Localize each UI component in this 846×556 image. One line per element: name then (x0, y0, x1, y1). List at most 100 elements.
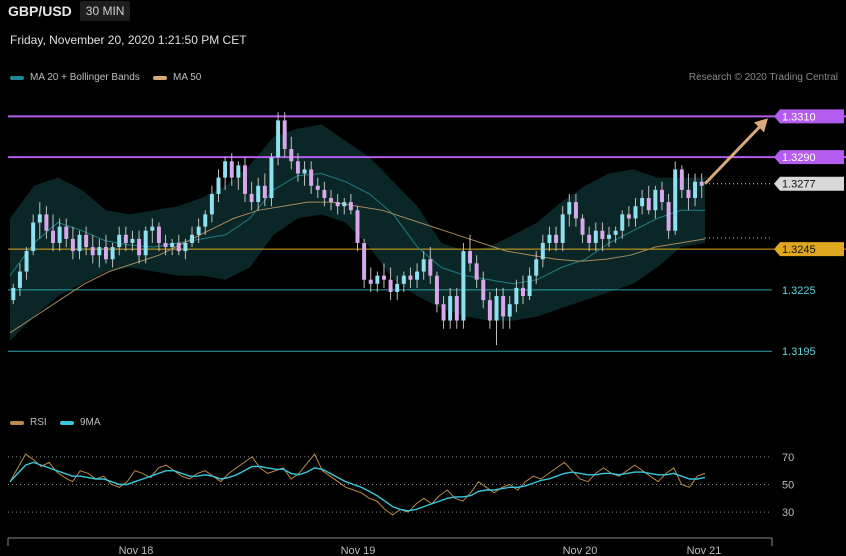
candle (163, 234, 168, 256)
candle (646, 185, 651, 215)
candle-body (514, 287, 519, 305)
candle (560, 206, 565, 252)
symbol-label: GBP/USD (8, 3, 72, 19)
candle-body (163, 242, 168, 248)
candle-body (295, 161, 300, 174)
candle-body (547, 234, 552, 243)
candle-body (282, 120, 287, 150)
candle (64, 218, 69, 248)
candle (276, 112, 281, 166)
candle (666, 193, 671, 239)
rsi-9ma-line (9, 461, 706, 512)
candle-body (554, 234, 559, 243)
candle (673, 161, 678, 235)
candle (143, 226, 148, 264)
legend-label: MA 20 + Bollinger Bands (30, 72, 140, 83)
candle (461, 242, 466, 329)
candle (295, 153, 300, 182)
candle (699, 173, 704, 199)
candle-body (44, 214, 49, 231)
rsi-line (9, 453, 706, 516)
candle-body (64, 226, 69, 239)
price-label-tag (774, 242, 844, 257)
candle (37, 202, 42, 239)
candle (44, 206, 49, 239)
candle-body (110, 247, 115, 260)
candle (468, 234, 473, 272)
candle-body (183, 242, 188, 252)
candle-body (520, 287, 525, 297)
candle (329, 189, 334, 211)
candle (322, 181, 327, 207)
candle (600, 222, 605, 252)
candle (434, 271, 439, 313)
candle-body (659, 189, 664, 203)
legend-label: 9MA (80, 417, 101, 428)
candle-body (229, 161, 234, 178)
candle-body (461, 251, 466, 321)
candle-body (103, 247, 108, 260)
price-level-label: 1.3290 (782, 152, 816, 164)
candle (137, 230, 142, 264)
candle-body (342, 202, 347, 207)
candle (587, 226, 592, 252)
candle-body (322, 189, 327, 199)
candle (626, 206, 631, 227)
candle-body (156, 226, 161, 243)
candle-body (593, 230, 598, 243)
candle (547, 226, 552, 252)
candle-body (209, 193, 214, 215)
candle (375, 271, 380, 292)
candle (24, 247, 29, 280)
candle (242, 157, 247, 203)
rsi-tick-label: 50 (782, 480, 794, 492)
timeframe-badge[interactable]: 30 MIN (79, 1, 131, 21)
candle-body (434, 275, 439, 305)
candle (11, 283, 16, 305)
candle-body (501, 296, 506, 317)
candle (223, 157, 228, 190)
candle-body (24, 251, 29, 272)
candle-body (348, 202, 353, 211)
candle-body (203, 214, 208, 227)
candle-body (441, 304, 446, 321)
legend-9ma: 9MA (60, 417, 101, 428)
candle-body (607, 234, 612, 239)
candle (408, 267, 413, 288)
candle (355, 206, 360, 252)
candle-body (123, 234, 128, 243)
legend-ma50: MA 50 (153, 72, 201, 83)
candle-body (170, 242, 175, 248)
candle (123, 226, 128, 252)
candle-body (70, 238, 75, 252)
candle-body (666, 202, 671, 231)
candle (428, 247, 433, 284)
x-tick-label: Nov 21 (687, 545, 722, 556)
candle (269, 153, 274, 207)
legend-swatch (10, 420, 24, 425)
candle-body (395, 283, 400, 292)
candle-body (699, 181, 704, 186)
legend-rsi: RSI (10, 417, 47, 428)
legend-label: MA 50 (173, 72, 202, 83)
projection-arrow-line (703, 123, 764, 185)
candle-body (421, 259, 426, 272)
datetime-label: Friday, November 20, 2020 1:21:50 PM CET (10, 33, 247, 47)
candle-body (315, 185, 320, 190)
candle (514, 279, 519, 313)
candle (348, 193, 353, 215)
candle (17, 263, 22, 297)
candle (653, 185, 658, 219)
candle-body (236, 165, 241, 178)
candle-body (137, 238, 142, 256)
candle-body (587, 234, 592, 243)
candle (84, 226, 89, 256)
candle (103, 234, 108, 264)
candle (110, 242, 115, 268)
projection-arrow-head (754, 118, 768, 133)
candle-body (249, 193, 254, 203)
candle-body (302, 169, 307, 174)
candle-body (143, 230, 148, 256)
candle-body (600, 230, 605, 239)
